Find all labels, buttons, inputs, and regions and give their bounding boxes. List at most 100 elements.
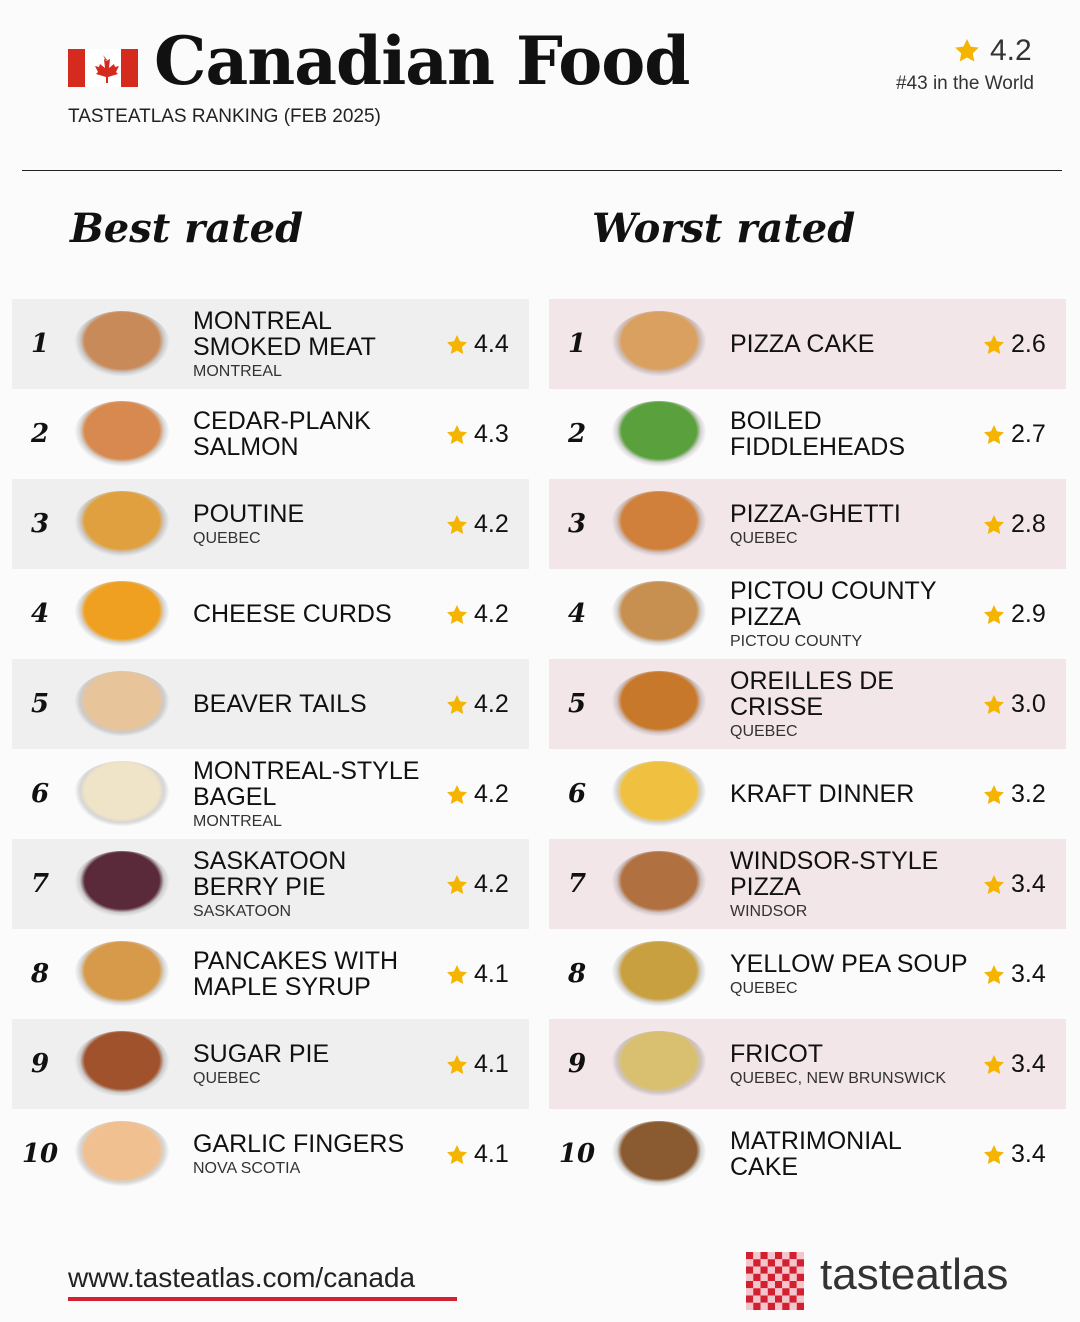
- star-icon: [447, 695, 467, 714]
- item-region: NOVA SCOTIA: [193, 1159, 301, 1177]
- item-rating: 4.3: [474, 420, 509, 448]
- item-rating: 4.1: [474, 1140, 509, 1168]
- star-icon: [984, 965, 1004, 984]
- star-icon: [984, 785, 1004, 804]
- rank: 9: [567, 1049, 587, 1079]
- ranking-row: 10 GARLIC FINGERS NOVA SCOTIA 4.1: [12, 1109, 529, 1199]
- item-text: PANCAKES WITH MAPLE SYRUP: [193, 929, 433, 1019]
- food-image: [611, 851, 707, 917]
- star-icon: [447, 785, 467, 804]
- canada-flag: [68, 49, 138, 87]
- item-name: KRAFT DINNER: [730, 780, 915, 808]
- item-rating: 2.6: [1011, 330, 1046, 358]
- star-icon: [984, 1145, 1004, 1164]
- ranking-row: 6 MONTREAL-STYLE BAGEL MONTREAL 4.2: [12, 749, 529, 839]
- ranking-row: 7 SASKATOON BERRY PIE SASKATOON 4.2: [12, 839, 529, 929]
- item-rating: 3.4: [1011, 1140, 1046, 1168]
- star-icon: [447, 1055, 467, 1074]
- item-text: BEAVER TAILS: [193, 659, 433, 749]
- item-rating: 2.8: [1011, 510, 1046, 538]
- item-name: BOILED FIDDLEHEADS: [730, 407, 906, 461]
- item-text: OREILLES DE CRISSE QUEBEC: [730, 659, 970, 749]
- item-text: CHEESE CURDS: [193, 569, 433, 659]
- item-rating: 3.4: [1011, 960, 1046, 988]
- item-rating: 4.2: [474, 870, 509, 898]
- item-rating: 3.4: [1011, 870, 1046, 898]
- star-icon: [955, 39, 979, 62]
- item-rating: 4.1: [474, 1050, 509, 1078]
- food-image: [611, 581, 707, 647]
- food-image: [611, 671, 707, 737]
- ranking-row: 2 CEDAR-PLANK SALMON 4.3: [12, 389, 529, 479]
- item-rating: 4.4: [474, 330, 509, 358]
- title: Canadian Food: [154, 22, 690, 100]
- item-rating: 3.0: [1011, 690, 1046, 718]
- item-rating: 4.2: [474, 600, 509, 628]
- item-name: SASKATOON BERRY PIE: [193, 846, 347, 901]
- ranking-row: 8 YELLOW PEA SOUP QUEBEC 3.4: [549, 929, 1066, 1019]
- subtitle: TASTEATLAS RANKING (FEB 2025): [68, 106, 381, 127]
- rank: 8: [30, 959, 50, 989]
- ranking-row: 3 POUTINE QUEBEC 4.2: [12, 479, 529, 569]
- ranking-row: 8 PANCAKES WITH MAPLE SYRUP 4.1: [12, 929, 529, 1019]
- item-region: WINDSOR: [730, 902, 808, 920]
- url: www.tasteatlas.com/canada: [68, 1262, 416, 1293]
- rank: 5: [30, 689, 50, 719]
- item-text: PICTOU COUNTY PIZZA PICTOU COUNTY: [730, 569, 970, 659]
- best-heading: Best rated: [70, 205, 304, 252]
- rank: 10: [558, 1139, 596, 1169]
- food-image: [611, 761, 707, 827]
- item-text: PIZZA CAKE: [730, 299, 970, 389]
- item-region: MONTREAL: [193, 812, 282, 830]
- ranking-row: 3 PIZZA-GHETTI QUEBEC 2.8: [549, 479, 1066, 569]
- ranking-row: 4 PICTOU COUNTY PIZZA PICTOU COUNTY 2.9: [549, 569, 1066, 659]
- item-text: MATRIMONIAL CAKE: [730, 1109, 970, 1199]
- item-rating: 4.2: [474, 510, 509, 538]
- item-name: MATRIMONIAL CAKE: [730, 1127, 901, 1181]
- food-image: [611, 1031, 707, 1097]
- food-image: [611, 941, 707, 1007]
- star-icon: [984, 605, 1004, 624]
- food-image: [74, 1031, 170, 1097]
- brand: tasteatlas: [820, 1250, 1009, 1299]
- item-name: OREILLES DE CRISSE: [730, 666, 894, 721]
- ranking-row: 9 SUGAR PIE QUEBEC 4.1: [12, 1019, 529, 1109]
- item-region: SASKATOON: [193, 902, 292, 920]
- item-rating: 4.2: [474, 690, 509, 718]
- food-image: [74, 311, 170, 377]
- item-text: POUTINE QUEBEC: [193, 479, 433, 569]
- item-name: BEAVER TAILS: [193, 690, 367, 718]
- item-name: MONTREAL SMOKED MEAT: [193, 306, 376, 361]
- ranking-row: 1 PIZZA CAKE 2.6: [549, 299, 1066, 389]
- star-icon: [447, 425, 467, 444]
- brand-logo: [746, 1252, 804, 1310]
- star-icon: [984, 425, 1004, 444]
- item-rating: 4.1: [474, 960, 509, 988]
- star-icon: [447, 605, 467, 624]
- item-text: PIZZA-GHETTI QUEBEC: [730, 479, 970, 569]
- item-name: MONTREAL-STYLE BAGEL: [193, 756, 420, 811]
- item-region: QUEBEC: [730, 722, 798, 740]
- star-icon: [984, 515, 1004, 534]
- star-icon: [984, 695, 1004, 714]
- rank: 2: [30, 419, 50, 449]
- item-rating: 4.2: [474, 780, 509, 808]
- star-icon: [447, 965, 467, 984]
- item-region: QUEBEC, NEW BRUNSWICK: [730, 1069, 947, 1087]
- divider: [22, 170, 1062, 171]
- item-rating: 2.9: [1011, 600, 1046, 628]
- item-text: KRAFT DINNER: [730, 749, 970, 839]
- item-name: PICTOU COUNTY PIZZA: [730, 576, 937, 631]
- item-text: GARLIC FINGERS NOVA SCOTIA: [193, 1109, 433, 1199]
- ranking-row: 5 BEAVER TAILS 4.2: [12, 659, 529, 749]
- ranking-row: 9 FRICOT QUEBEC, NEW BRUNSWICK 3.4: [549, 1019, 1066, 1109]
- worst-heading: Worst rated: [592, 205, 856, 252]
- item-name: PIZZA-GHETTI: [730, 499, 901, 528]
- world-rank: #43 in the World: [895, 73, 1034, 94]
- item-text: MONTREAL-STYLE BAGEL MONTREAL: [193, 749, 433, 839]
- item-region: QUEBEC: [193, 529, 261, 547]
- item-name: WINDSOR-STYLE PIZZA: [730, 846, 939, 901]
- ranking-row: 2 BOILED FIDDLEHEADS 2.7: [549, 389, 1066, 479]
- food-image: [74, 491, 170, 557]
